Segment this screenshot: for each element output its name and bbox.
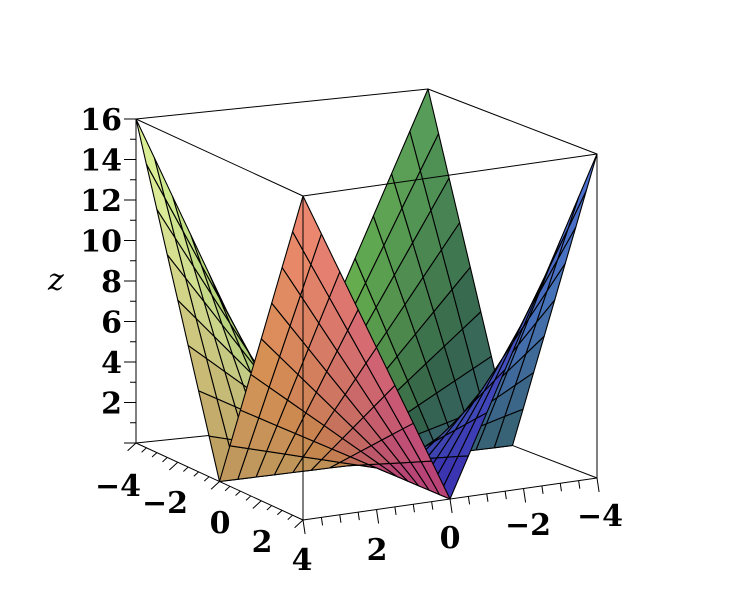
y-tick-mark <box>394 506 397 515</box>
z-tick-labels: 2 4 6 8 10 12 14 16 <box>80 103 122 422</box>
y-tick-mark <box>339 514 342 523</box>
x-tick-mark <box>235 490 241 496</box>
x-tick-mark <box>224 485 231 492</box>
x-tick-mark <box>210 481 220 490</box>
y-tick-mark <box>578 480 581 489</box>
box-edge <box>135 118 304 197</box>
y-tick-mark <box>523 488 527 503</box>
x-tick-labels: −4 −2 024 <box>95 469 312 578</box>
x-tick-mark <box>151 452 158 458</box>
y-tick-mark <box>320 517 324 526</box>
surface-patch <box>556 189 587 261</box>
y-tick-mark <box>541 485 544 494</box>
x-tick-mark <box>266 505 273 511</box>
surface-patch <box>292 195 322 266</box>
y-tick-mark <box>376 509 380 524</box>
surface-mesh <box>135 88 598 500</box>
y-tick-mark <box>486 493 489 502</box>
x-tick-mark <box>183 466 189 472</box>
y-tick-labels: 2 0 −2 −4 <box>367 499 623 568</box>
z-tick-label: 2 <box>101 387 122 422</box>
x-tick-mark <box>245 495 252 501</box>
y-tick-label: −2 <box>505 508 551 543</box>
y-tick-mark <box>302 519 306 535</box>
z-tick-label: 16 <box>80 103 122 138</box>
y-tick-mark <box>412 504 415 513</box>
x-tick-mark <box>162 457 168 463</box>
z-tick-label: 6 <box>101 306 122 341</box>
x-tick-label: 2 <box>252 525 273 560</box>
y-tick-mark <box>357 512 360 521</box>
surface-patch <box>567 153 598 230</box>
y-tick-mark <box>504 491 507 500</box>
y-tick-label: 2 <box>367 533 388 568</box>
x-tick-mark <box>203 476 210 482</box>
x-tick-mark <box>276 510 283 516</box>
x-tick-mark <box>287 514 293 520</box>
y-tick-label: −4 <box>577 499 623 534</box>
y-tick-mark <box>449 498 453 514</box>
box-edge <box>135 88 429 120</box>
x-tick-mark <box>193 471 199 477</box>
z-tick-label: 4 <box>101 346 122 381</box>
box-edge <box>302 153 598 197</box>
z-tick-label: 14 <box>80 144 122 179</box>
x-tick-label: −2 <box>142 486 188 521</box>
y-tick-label: 0 <box>440 521 461 556</box>
y-tick-mark <box>431 501 434 510</box>
axis-ticks <box>124 118 600 535</box>
y-tick-mark <box>467 496 471 505</box>
y-tick-mark <box>559 483 562 492</box>
x-tick-mark <box>169 461 179 471</box>
x-tick-mark <box>127 442 137 452</box>
z-tick-label: 12 <box>80 184 122 219</box>
box-edge <box>427 88 598 155</box>
x-tick-label: 0 <box>210 506 231 541</box>
z-tick-label: 10 <box>80 225 122 260</box>
x-tick-label: 4 <box>292 543 313 578</box>
surface-patch <box>135 118 166 199</box>
x-tick-mark <box>141 447 147 453</box>
x-tick-label: −4 <box>95 469 141 504</box>
x-tick-mark <box>252 500 262 509</box>
x-tick-mark <box>294 519 304 529</box>
z-axis-title: z <box>47 263 64 298</box>
y-tick-mark <box>596 477 600 493</box>
z-tick-label: 8 <box>101 265 122 300</box>
